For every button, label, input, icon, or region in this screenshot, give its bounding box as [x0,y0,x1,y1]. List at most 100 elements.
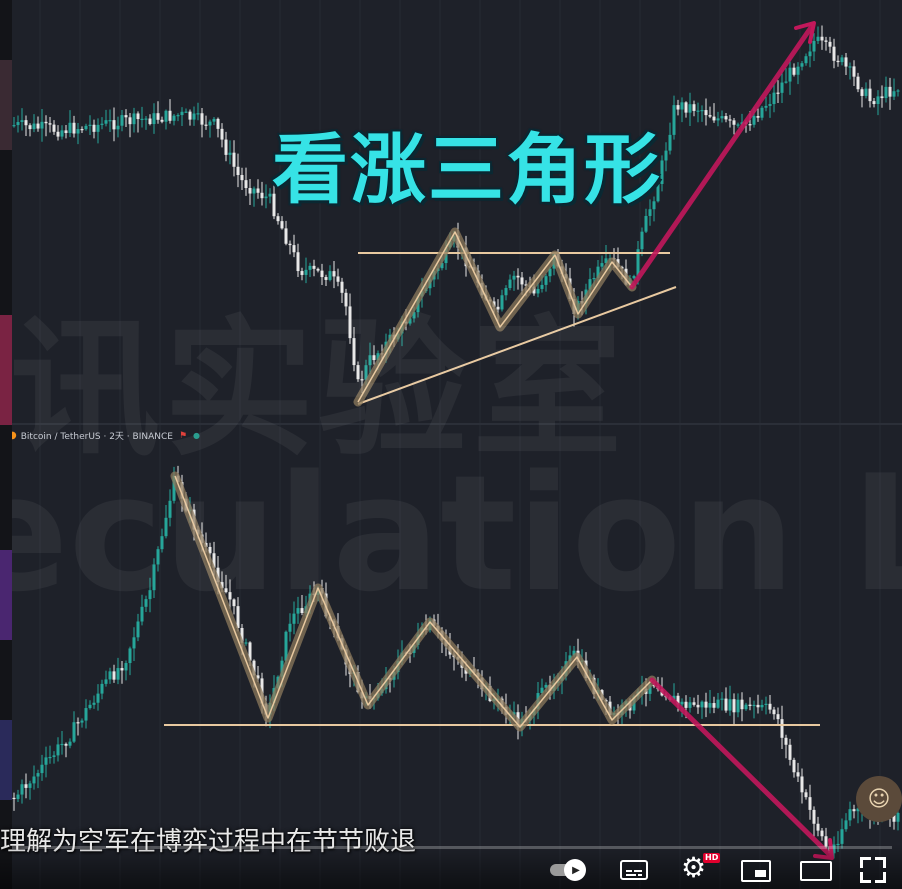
candle-body [108,120,112,122]
candle-body [800,776,804,793]
candle-body [872,101,876,105]
bitcoin-icon: ● [8,430,17,441]
fullscreen-icon[interactable] [860,857,886,883]
candle-body [24,784,28,788]
candle-body [140,118,144,121]
candle-body [696,110,700,112]
candle-body [108,671,112,680]
candle-body [56,131,60,137]
candle-body [676,695,680,705]
candle-body [372,355,376,361]
candle-body [288,243,292,246]
candle-body [684,701,688,708]
candle-body [828,41,832,47]
candle-body [136,113,140,120]
candle-body [244,180,248,189]
candle-body [832,46,836,61]
candle-body [776,92,780,94]
candle-body [644,215,648,232]
candle-body [688,104,692,113]
candle-body [540,687,544,694]
candle-body [72,722,76,742]
candle-body [684,102,688,113]
candle-body [112,120,116,130]
candle-body [756,704,760,708]
candle-body [540,284,544,289]
candle-body [208,546,212,554]
channel-avatar[interactable]: ☺ [856,776,902,822]
candle-body [572,650,576,656]
candle-body [288,623,292,632]
candle-body [12,125,16,127]
candle-body [592,278,596,280]
candle-body [300,608,304,614]
candle-body [816,823,820,831]
candle-body [664,150,668,161]
candle-body [716,118,720,121]
candle-body [52,124,56,132]
candle-body [524,284,528,286]
candle-body [548,268,552,277]
candle-body [880,96,884,99]
candle-body [164,110,168,122]
candle-body [344,292,348,307]
candle-body [740,699,744,710]
candle-body [312,265,316,269]
theater-mode-icon[interactable] [800,861,832,881]
candle-body [752,704,756,707]
breakout-arrowhead [794,21,816,44]
candle-body [204,124,208,126]
candle-body [244,642,248,644]
candle-body [308,265,312,270]
candle-body [228,592,232,600]
candle-body [808,51,812,57]
candle-body [820,36,824,41]
candle-body [284,631,288,661]
candle-body [208,121,212,126]
candle-body [728,119,732,121]
candle-body [356,365,360,380]
candle-body [348,306,352,339]
candle-body [816,36,820,41]
candle-body [252,660,256,676]
candle-body [84,708,88,721]
candle-body [168,110,172,121]
candle-body [752,116,756,125]
candle-body [148,590,152,600]
candle-body [648,685,652,694]
candle-body [116,668,120,680]
candle-body [216,567,220,583]
candle-body [884,86,888,99]
candle-body [48,123,52,125]
candle-body [680,102,684,110]
candle-body [876,96,880,105]
candle-body [736,124,740,126]
candle-body [704,110,708,116]
candle-body [76,722,80,724]
candle-body [56,744,60,756]
candle-body [596,266,600,279]
candle-body [520,277,524,285]
settings-gear-icon[interactable]: ⚙ [681,851,707,884]
zigzag-centerline [357,231,633,403]
candle-body [888,86,892,97]
candle-body [696,704,700,708]
candle-body [320,270,324,278]
candle-body [96,124,100,132]
candle-body [72,122,76,134]
candle-body [868,88,872,102]
subtitles-icon[interactable] [620,860,648,880]
candle-body [768,104,772,106]
candle-body [836,60,840,63]
miniplayer-icon[interactable] [741,860,771,882]
hd-badge: HD [703,853,721,863]
progress-bar[interactable] [12,846,892,849]
candle-body [12,797,16,800]
candle-body [172,475,176,501]
candle-body [16,794,20,799]
autoplay-toggle[interactable]: ▶ [550,858,590,882]
candle-body [864,88,868,96]
candle-body [724,116,728,120]
candle-body [160,119,164,122]
